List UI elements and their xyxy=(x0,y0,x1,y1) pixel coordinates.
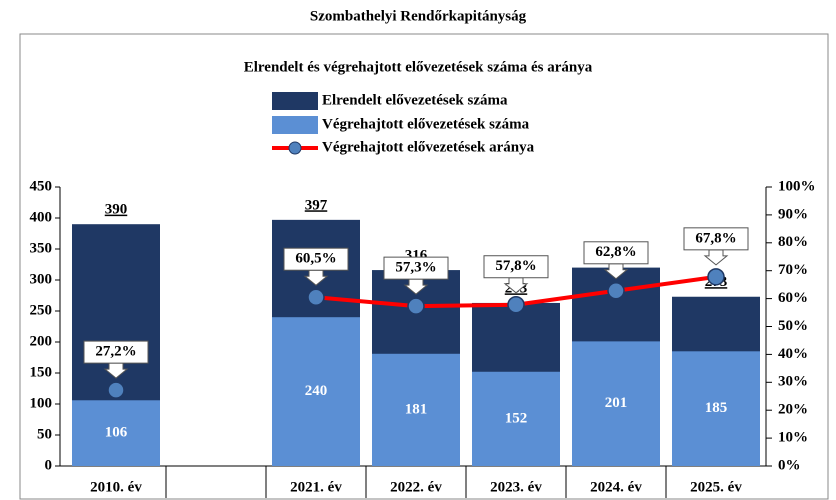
rate-label: 60,5% xyxy=(295,251,336,267)
legend-label: Végrehajtott elővezetések aránya xyxy=(322,139,535,155)
executed-label: 185 xyxy=(705,400,728,416)
y-tick-label: 0 xyxy=(45,457,53,473)
callout-box xyxy=(383,256,449,280)
rate-label: 67,8% xyxy=(695,230,736,246)
bar xyxy=(272,317,360,466)
rate-label: 27,2% xyxy=(95,344,136,360)
y2-tick-label: 10% xyxy=(778,430,808,446)
x-tick-label: 2022. év xyxy=(390,479,442,495)
y-tick-label: 400 xyxy=(30,209,53,225)
rate-marker xyxy=(407,297,425,315)
y-tick-label: 450 xyxy=(30,178,53,194)
callout-box xyxy=(583,241,649,265)
x-tick-label: 2023. év xyxy=(490,479,542,495)
callout-arrow xyxy=(703,249,729,266)
legend-label: Végrehajtott elővezetések száma xyxy=(322,116,530,132)
bar xyxy=(672,351,760,466)
legend-swatch xyxy=(272,92,318,110)
callout-box xyxy=(483,255,549,279)
y-tick-label: 50 xyxy=(37,426,52,442)
executed-label: 240 xyxy=(305,383,328,399)
callout-arrow xyxy=(103,362,129,379)
legend-swatch xyxy=(272,116,318,134)
callout-arrow xyxy=(403,278,429,295)
rate-label: 57,8% xyxy=(495,258,536,274)
total-label: 390 xyxy=(105,202,128,218)
header-title: Szombathelyi Rendőrkapitányság xyxy=(310,8,527,24)
y2-tick-label: 80% xyxy=(778,234,808,250)
executed-label: 152 xyxy=(505,410,528,426)
y2-tick-label: 100% xyxy=(778,178,816,194)
executed-label: 106 xyxy=(105,425,128,441)
x-tick-label: 2025. év xyxy=(690,479,742,495)
x-tick-label: 2021. év xyxy=(290,479,342,495)
legend-label: Elrendelt elővezetések száma xyxy=(322,92,508,108)
rate-label: 62,8% xyxy=(595,244,636,260)
y2-tick-label: 20% xyxy=(778,402,808,418)
y2-tick-label: 40% xyxy=(778,346,808,362)
y2-tick-label: 50% xyxy=(778,318,808,334)
rate-marker xyxy=(307,288,325,306)
rate-marker xyxy=(107,381,125,399)
bar xyxy=(372,353,460,466)
rate-label: 57,3% xyxy=(395,260,436,276)
callout-box xyxy=(683,227,749,251)
x-tick-label: 2024. év xyxy=(590,479,642,495)
callout-arrow xyxy=(603,263,629,280)
executed-label: 181 xyxy=(405,401,428,417)
rate-marker xyxy=(507,295,525,314)
y2-tick-label: 90% xyxy=(778,206,808,222)
y-tick-label: 100 xyxy=(30,395,53,411)
y-tick-label: 200 xyxy=(30,333,53,349)
y-tick-label: 150 xyxy=(30,364,53,380)
y-tick-label: 250 xyxy=(30,302,53,318)
bar xyxy=(572,341,660,466)
y2-tick-label: 30% xyxy=(778,374,808,390)
y2-tick-label: 60% xyxy=(778,290,808,306)
callout-arrow xyxy=(503,277,529,294)
callout-box xyxy=(283,247,349,271)
x-tick-label: 2010. év xyxy=(90,479,142,495)
y-tick-label: 350 xyxy=(30,240,53,256)
y-tick-label: 300 xyxy=(30,271,53,287)
callout-arrow xyxy=(303,269,329,286)
rate-marker xyxy=(707,268,725,286)
y2-tick-label: 70% xyxy=(778,262,808,278)
bar xyxy=(472,371,560,466)
chart-title: Elrendelt és végrehajtott elővezetések s… xyxy=(244,59,593,75)
total-label: 397 xyxy=(305,197,328,213)
y2-tick-label: 0% xyxy=(778,457,801,473)
bar xyxy=(72,400,160,466)
legend-marker xyxy=(288,141,302,155)
executed-label: 201 xyxy=(605,395,628,411)
rate-marker xyxy=(607,282,625,300)
callout-box xyxy=(83,340,149,364)
